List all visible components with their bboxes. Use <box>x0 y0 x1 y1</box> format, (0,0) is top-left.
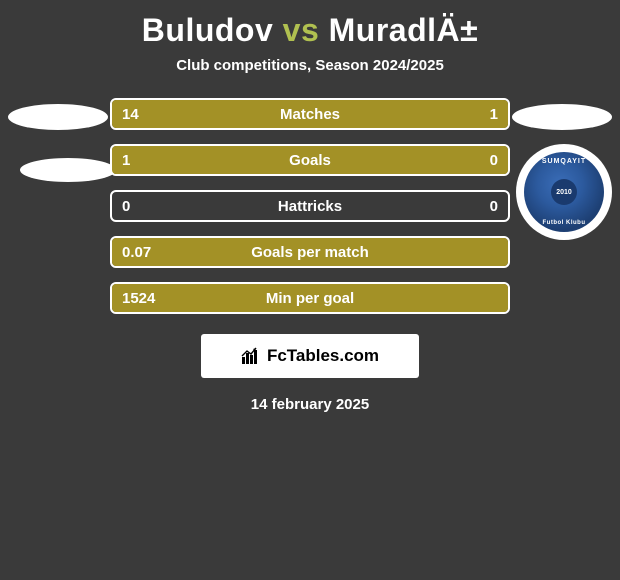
club-name-top: SUMQAYIT <box>524 158 604 165</box>
club-year: 2010 <box>551 179 577 205</box>
stat-value-left: 1524 <box>122 290 155 307</box>
placeholder-ellipse-icon <box>512 104 612 130</box>
stat-value-right: 1 <box>490 106 498 123</box>
date-label: 14 february 2025 <box>0 396 620 413</box>
stat-value-left: 0 <box>122 198 130 215</box>
page-title: Buludov vs MuradlÄ± <box>0 0 620 57</box>
watermark: FcTables.com <box>201 334 419 378</box>
stat-value-left: 14 <box>122 106 139 123</box>
stat-value-right: 0 <box>490 198 498 215</box>
stat-row: 0 0 Hattricks <box>110 190 510 222</box>
stat-label: Min per goal <box>266 290 354 307</box>
stat-label: Hattricks <box>278 198 342 215</box>
stat-value-right: 0 <box>490 152 498 169</box>
stat-label: Goals <box>289 152 331 169</box>
stat-row: 14 1 Matches <box>110 98 510 130</box>
club-badge-inner: SUMQAYIT 2010 Futbol Klubu <box>524 152 604 232</box>
stat-row: 1524 Min per goal <box>110 282 510 314</box>
subtitle: Club competitions, Season 2024/2025 <box>0 57 620 98</box>
stat-value-left: 0.07 <box>122 244 151 261</box>
stat-row: 1 0 Goals <box>110 144 510 176</box>
placeholder-ellipse-icon <box>20 158 116 182</box>
stat-row: 0.07 Goals per match <box>110 236 510 268</box>
stat-label: Goals per match <box>251 244 369 261</box>
comparison-card: Buludov vs MuradlÄ± Club competitions, S… <box>0 0 620 413</box>
stats-area: SUMQAYIT 2010 Futbol Klubu 14 1 Matches 1 0 G… <box>0 98 620 314</box>
stat-bar-right <box>449 100 508 128</box>
bar-chart-icon <box>241 347 263 365</box>
vs-label: vs <box>283 12 320 48</box>
stat-label: Matches <box>280 106 340 123</box>
stat-rows: 14 1 Matches 1 0 Goals 0 0 Hattricks 0.07 Goals pe… <box>110 98 510 314</box>
player1-name: Buludov <box>142 12 273 48</box>
club-badge: SUMQAYIT 2010 Futbol Klubu <box>516 144 612 240</box>
stat-value-left: 1 <box>122 152 130 169</box>
player2-name: MuradlÄ± <box>329 12 479 48</box>
watermark-text: FcTables.com <box>267 346 379 366</box>
club-name-bottom: Futbol Klubu <box>524 220 604 226</box>
placeholder-ellipse-icon <box>8 104 108 130</box>
